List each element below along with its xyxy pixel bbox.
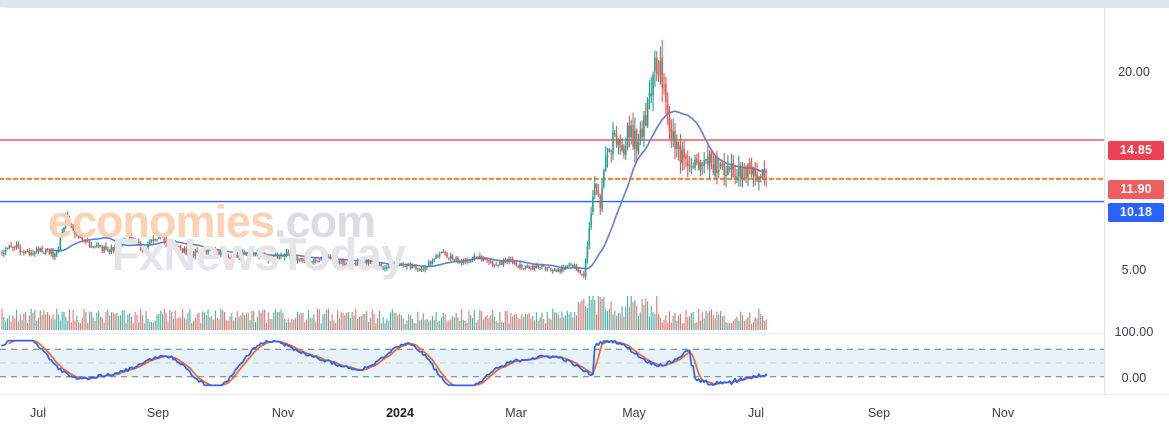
oscillator-pane[interactable] [0,335,1104,394]
time-axis-tick: Nov [991,406,1015,420]
time-axis-tick: May [622,406,646,420]
stochastic-canvas [0,339,1104,387]
pane-divider [0,333,1104,334]
time-axis-tick: Mar [505,406,527,420]
oscillator-axis-tick: 0.00 [1121,371,1147,385]
time-axis-tick: Sep [146,406,170,420]
time-axis-tick: 2024 [386,406,414,420]
price-axis-tick: 5.00 [1121,263,1147,277]
price-tag-support[interactable]: 10.18 [1108,203,1164,222]
time-axis[interactable]: Jul Sep Nov 2024 Mar May Jul Sep Nov [0,394,1169,429]
price-axis[interactable]: 20.00 5.00 14.85 11.90 10.18 100.00 0.00 [1104,8,1169,394]
window-top-strip [0,0,1169,12]
time-axis-tick: Jul [30,406,46,420]
price-series-canvas [0,39,1104,330]
chart-plot-area[interactable]: economies.com FxNewsToday [0,8,1104,394]
time-axis-tick: Sep [867,406,891,420]
price-axis-tick: 20.00 [1118,65,1150,79]
time-axis-tick: Nov [271,406,295,420]
price-tag-last-price[interactable]: 11.90 [1108,180,1164,199]
price-pane[interactable] [0,8,1104,330]
price-tag-resistance[interactable]: 14.85 [1108,141,1164,160]
time-axis-tick: Jul [748,406,764,420]
oscillator-axis-tick: 100.00 [1114,325,1154,339]
